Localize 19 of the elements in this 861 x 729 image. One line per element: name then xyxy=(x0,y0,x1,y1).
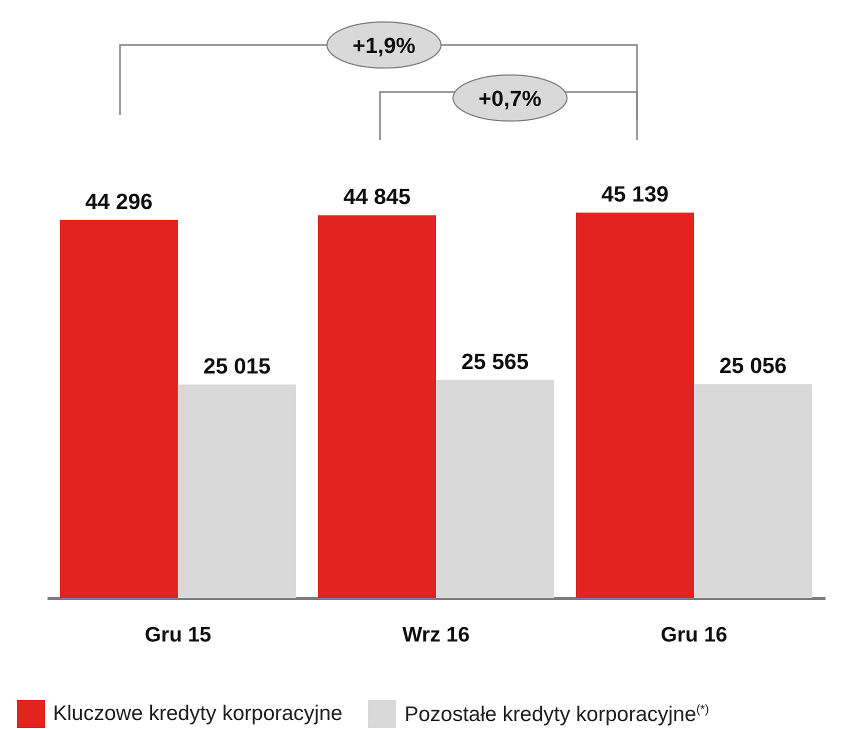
data-label: 45 139 xyxy=(601,182,669,207)
bar xyxy=(694,384,812,598)
bar xyxy=(60,220,178,598)
bar xyxy=(178,384,296,598)
data-label: 25 565 xyxy=(461,348,529,374)
data-label: 44 296 xyxy=(85,188,153,214)
data-label: 25 056 xyxy=(719,353,787,378)
x-tick-label: Gru 15 xyxy=(144,624,212,646)
x-tick-label: Gru 16 xyxy=(660,624,728,646)
legend-label: Pozostałe kredyty korporacyjne$^{(*)}$ xyxy=(404,702,709,726)
text: +1,9% xyxy=(352,33,416,58)
data-label: 44 845 xyxy=(343,184,411,210)
x-tick-label: Wrz 16 xyxy=(402,624,470,646)
legend-label: Kluczowe kredyty korporacyjne xyxy=(53,702,342,726)
bar xyxy=(318,215,436,598)
text: +0,7% xyxy=(478,86,542,111)
bar xyxy=(436,380,554,598)
bar xyxy=(576,212,694,598)
data-label: 25 015 xyxy=(203,353,271,378)
